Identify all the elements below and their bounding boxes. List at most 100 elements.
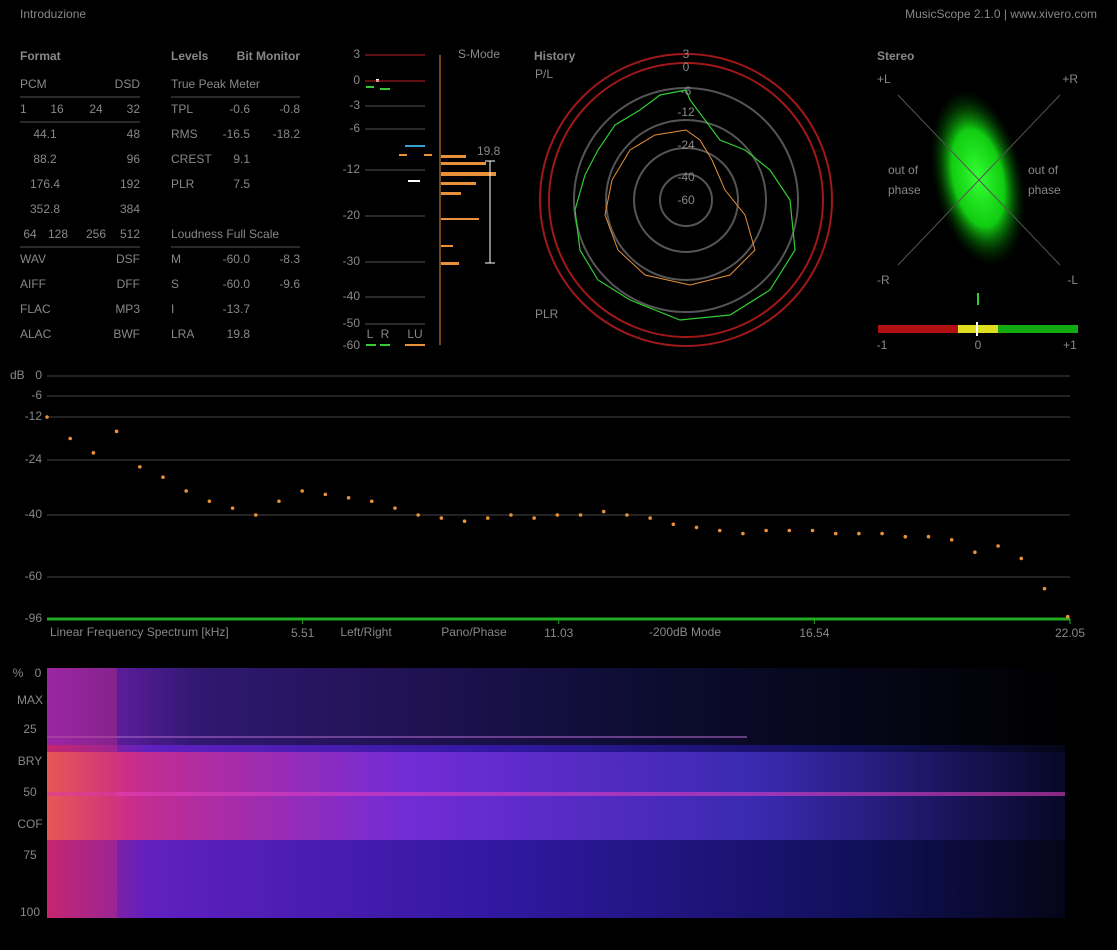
spectrum-point (717, 528, 722, 533)
lra-value: 19.8 (477, 144, 501, 158)
spectrum-point (532, 516, 536, 520)
spectrum-point (833, 531, 838, 536)
format-cell: AIFF (20, 277, 46, 291)
spectrum-point (439, 516, 444, 520)
loudness-value: -60.0 (223, 252, 251, 266)
level-value: -16.5 (223, 127, 251, 141)
meter-scale: 3 (353, 47, 360, 61)
spectrum-point (485, 516, 490, 520)
spectrum-point (68, 436, 72, 441)
window-title: Introduzione (20, 7, 86, 21)
loudness-value: -13.7 (223, 302, 251, 316)
meter-scale: -20 (343, 208, 361, 222)
stereo-display (878, 89, 1078, 336)
format-cell: DFF (117, 277, 140, 291)
spectrum-point (949, 538, 954, 542)
y-tick-label: -60 (25, 569, 43, 583)
spectrum-point (369, 499, 374, 504)
spectrum-point (996, 544, 1000, 548)
level-value: 9.1 (233, 152, 250, 166)
x-tick-label: 22.05 (1055, 626, 1085, 640)
section-title: Loudness Full Scale (171, 227, 279, 241)
history-scale: -6 (681, 84, 692, 98)
format-cell: 44.1 (33, 127, 57, 141)
spectrogram-label: 50 (23, 785, 37, 799)
y-tick-label: 0 (35, 368, 42, 382)
bit-monitor: Bit Monitor (237, 49, 301, 63)
spectrum-point (509, 513, 513, 517)
spectrogram-label: COF (17, 817, 42, 831)
format-cell: 176.4 (30, 177, 60, 191)
panel-title: Stereo (877, 49, 914, 63)
loudness-label: LRA (171, 327, 194, 341)
level-label: TPL (171, 102, 193, 116)
level-value: -18.2 (273, 127, 301, 141)
spectrum-point (671, 522, 676, 527)
spectrogram (47, 668, 1065, 918)
meter-label: LU (407, 327, 422, 341)
format-cell: 16 (50, 102, 64, 116)
format-cell: BWF (113, 327, 140, 341)
spectrum-point (393, 506, 397, 510)
format-cell: 512 (120, 227, 140, 241)
level-value: 7.5 (233, 177, 250, 191)
balance-label: 0 (975, 338, 982, 352)
panel-title: Levels (171, 49, 209, 63)
loudness-value: -9.6 (279, 277, 300, 291)
format-cell: WAV (20, 252, 46, 266)
meter-label: L (367, 327, 374, 341)
meter-scale: -30 (343, 254, 361, 268)
meter-mode: S-Mode (458, 47, 500, 61)
panel-title: Format (20, 49, 61, 63)
history-scale: -12 (677, 105, 695, 119)
meter-scale: -60 (343, 338, 361, 352)
y-tick-label: -96 (25, 611, 43, 625)
level-label: RMS (171, 127, 198, 141)
loudness-label: I (171, 302, 174, 316)
spectrum-title: Linear Frequency Spectrum [kHz] (50, 625, 229, 639)
spectrogram-label: MAX (17, 693, 43, 707)
spectrum-point (578, 513, 583, 517)
format-cell: FLAC (20, 302, 51, 316)
spectrum-point (137, 465, 142, 469)
spectrum-point (694, 525, 699, 530)
history-scale: 0 (683, 60, 690, 74)
spectrum-point (555, 513, 560, 517)
axis-unit: dB (10, 368, 25, 382)
meter-scale: -40 (343, 289, 361, 303)
spectrogram-label: % (13, 666, 24, 680)
spectrum-mode: -200dB Mode (649, 625, 721, 639)
format-cell: 96 (127, 152, 141, 166)
loudness-value: 19.8 (227, 327, 251, 341)
loudness-value: -60.0 (223, 277, 251, 291)
phase-label: out of (1028, 163, 1059, 177)
meter-scale: -3 (349, 98, 360, 112)
format-cell: PCM (20, 77, 47, 91)
format-cell: 128 (48, 227, 68, 241)
spectrum-point (277, 499, 281, 504)
section-title: True Peak Meter (171, 77, 260, 91)
stereo-corner: +L (877, 72, 891, 86)
stereo-corner: -R (877, 273, 890, 287)
spectrum-point (161, 475, 165, 479)
spectrum-point (184, 489, 188, 493)
x-tick-label: 16.54 (799, 626, 829, 640)
format-cell: 64 (23, 227, 37, 241)
format-cell: 32 (127, 102, 141, 116)
spectrum-point (601, 509, 606, 514)
spectrum-point (741, 531, 745, 536)
y-tick-label: -24 (25, 452, 43, 466)
spectrum-point (973, 550, 977, 554)
history-scale: -60 (677, 193, 695, 207)
spectrum-point (810, 528, 815, 533)
spectrogram-label: 25 (23, 722, 37, 736)
y-tick-label: -40 (25, 507, 43, 521)
meter-bars (366, 55, 496, 346)
spectrum-point (903, 534, 908, 539)
loudness-label: S (171, 277, 179, 291)
phase-label: phase (1028, 183, 1061, 197)
spectrum-point (91, 451, 96, 455)
format-cell: 352.8 (30, 202, 60, 216)
spectrum-mode: Left/Right (340, 625, 392, 639)
